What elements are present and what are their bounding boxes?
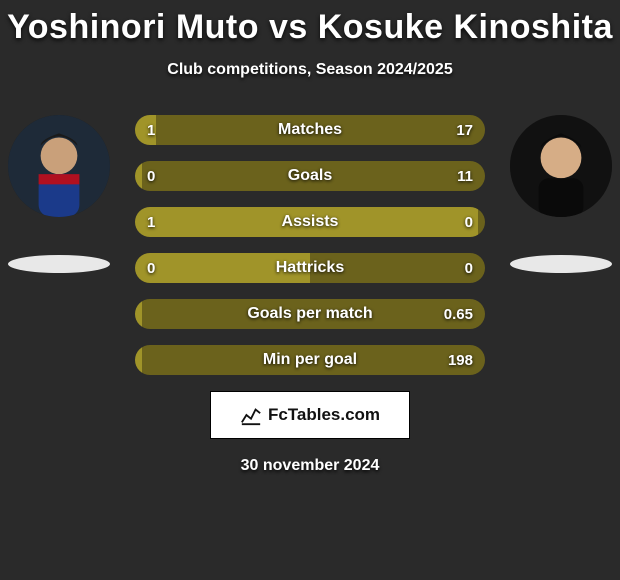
logo-box: FcTables.com bbox=[210, 391, 410, 439]
stat-bar-right bbox=[310, 253, 485, 283]
stat-row: Goals011 bbox=[135, 161, 485, 191]
stat-bar-track bbox=[135, 345, 485, 375]
player-left-avatar-image bbox=[8, 115, 110, 217]
date: 30 november 2024 bbox=[0, 457, 620, 475]
stat-bar-left bbox=[135, 115, 156, 145]
stat-bar-track bbox=[135, 253, 485, 283]
stat-row: Matches117 bbox=[135, 115, 485, 145]
stat-row: Min per goal198 bbox=[135, 345, 485, 375]
stat-bar-right bbox=[142, 345, 485, 375]
subtitle: Club competitions, Season 2024/2025 bbox=[0, 61, 620, 79]
stat-bar-track bbox=[135, 207, 485, 237]
stat-bar-track bbox=[135, 161, 485, 191]
stat-bar-left bbox=[135, 345, 142, 375]
stats-bars: Matches117 Goals011 Assists10 Hattricks00 Go… bbox=[135, 115, 485, 375]
player-right-avatar bbox=[510, 115, 612, 217]
logo-text: FcTables.com bbox=[268, 405, 380, 425]
chart-icon bbox=[240, 404, 262, 426]
avatar-shadow-right bbox=[510, 255, 612, 273]
stat-bar-left bbox=[135, 253, 310, 283]
stat-bar-left bbox=[135, 207, 478, 237]
stat-bar-left bbox=[135, 299, 142, 329]
avatar-shadow-left bbox=[8, 255, 110, 273]
player-left-avatar bbox=[8, 115, 110, 217]
stat-row: Assists10 bbox=[135, 207, 485, 237]
player-right-avatar-image bbox=[510, 115, 612, 217]
page-title: Yoshinori Muto vs Kosuke Kinoshita bbox=[0, 8, 620, 47]
stat-bar-right bbox=[478, 207, 485, 237]
stat-row: Hattricks00 bbox=[135, 253, 485, 283]
stat-bar-right bbox=[142, 161, 485, 191]
stat-bar-left bbox=[135, 161, 142, 191]
content: Matches117 Goals011 Assists10 Hattricks00 Go… bbox=[0, 115, 620, 475]
comparison-card: Yoshinori Muto vs Kosuke Kinoshita Club … bbox=[0, 0, 620, 580]
stat-bar-track bbox=[135, 115, 485, 145]
stat-bar-track bbox=[135, 299, 485, 329]
stat-bar-right bbox=[156, 115, 485, 145]
stat-bar-right bbox=[142, 299, 485, 329]
stat-row: Goals per match0.65 bbox=[135, 299, 485, 329]
